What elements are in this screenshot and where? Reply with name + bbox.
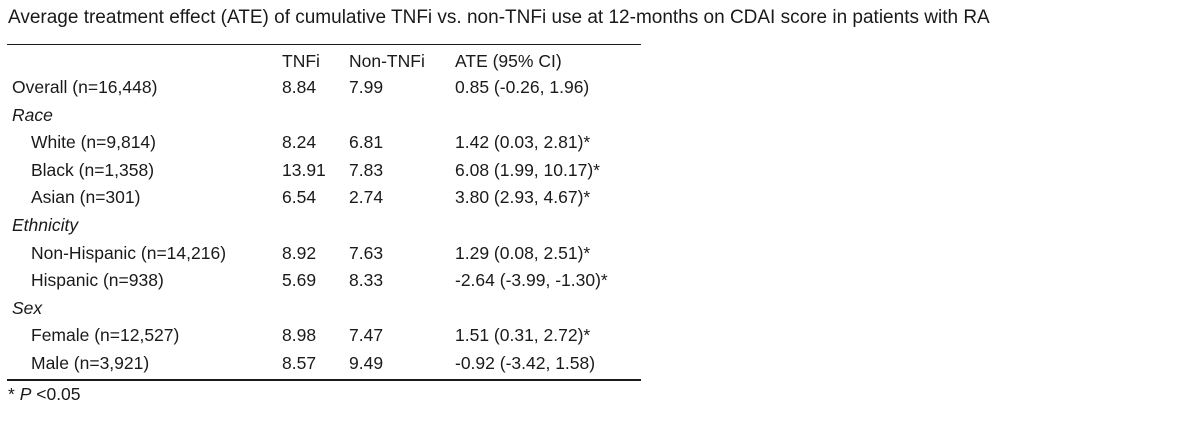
footnote-p: P xyxy=(19,384,32,404)
non-tnfi-value: 7.63 xyxy=(349,242,384,263)
tnfi-value: 5.69 xyxy=(282,270,317,291)
header-non-tnfi: Non-TNFi xyxy=(349,51,425,71)
ate-value: 0.85 (-0.26, 1.96) xyxy=(455,77,590,97)
top-rule xyxy=(7,44,641,45)
header-ate: ATE (95% CI) xyxy=(455,51,562,71)
ate-value: 3.80 (2.93, 4.67)* xyxy=(455,187,591,208)
section-label: Ethnicity xyxy=(12,214,79,235)
tnfi-value: 8.92 xyxy=(282,242,317,263)
row-label: Non-Hispanic (n=14,216) xyxy=(31,242,227,263)
row-label: Male (n=3,921) xyxy=(31,352,150,373)
footnote-threshold: <0.05 xyxy=(31,384,81,404)
table-title: Average treatment effect (ATE) of cumula… xyxy=(8,7,990,28)
tnfi-value: 8.84 xyxy=(282,77,317,97)
tnfi-value: 8.24 xyxy=(282,132,317,153)
row-label: White (n=9,814) xyxy=(31,132,156,153)
row-black: Black (n=1,358) 13.91 7.83 6.08 (1.99, 1… xyxy=(12,157,655,185)
header-label xyxy=(12,48,282,74)
row-white: White (n=9,814) 8.24 6.81 1.42 (0.03, 2.… xyxy=(12,129,655,157)
header-row: TNFi Non-TNFi ATE (95% CI) xyxy=(12,48,655,74)
non-tnfi-value: 6.81 xyxy=(349,132,384,153)
row-label: Hispanic (n=938) xyxy=(31,270,164,291)
section-label: Sex xyxy=(12,297,43,318)
tnfi-value: 8.57 xyxy=(282,352,317,373)
row-label: Black (n=1,358) xyxy=(31,159,155,180)
section-ethnicity: Ethnicity xyxy=(12,212,655,240)
ate-value: 1.42 (0.03, 2.81)* xyxy=(455,132,591,153)
row-label: Asian (n=301) xyxy=(31,187,141,208)
non-tnfi-value: 7.47 xyxy=(349,325,384,346)
tnfi-value: 8.98 xyxy=(282,325,317,346)
section-race: Race xyxy=(12,102,655,130)
ate-table: TNFi Non-TNFi ATE (95% CI) Overall (n=16… xyxy=(12,48,655,378)
row-hispanic: Hispanic (n=938) 5.69 8.33 -2.64 (-3.99,… xyxy=(12,267,655,295)
tnfi-value: 6.54 xyxy=(282,187,317,208)
non-tnfi-value: 2.74 xyxy=(349,187,384,208)
ate-value: 1.29 (0.08, 2.51)* xyxy=(455,242,591,263)
ate-value: 6.08 (1.99, 10.17)* xyxy=(455,159,600,180)
ate-value: -0.92 (-3.42, 1.58) xyxy=(455,352,596,373)
footnote-star: * xyxy=(8,384,20,404)
section-sex: Sex xyxy=(12,295,655,323)
row-label: Female (n=12,527) xyxy=(31,325,180,346)
row-male: Male (n=3,921) 8.57 9.49 -0.92 (-3.42, 1… xyxy=(12,350,655,378)
row-overall: Overall (n=16,448) 8.84 7.99 0.85 (-0.26… xyxy=(12,74,655,102)
non-tnfi-value: 8.33 xyxy=(349,270,384,291)
non-tnfi-value: 7.99 xyxy=(349,77,384,97)
ate-value: -2.64 (-3.99, -1.30)* xyxy=(455,270,608,291)
tnfi-value: 13.91 xyxy=(282,159,326,180)
footnote: * P <0.05 xyxy=(8,384,81,405)
header-tnfi: TNFi xyxy=(282,51,320,71)
bottom-rule xyxy=(7,379,641,381)
row-asian: Asian (n=301) 6.54 2.74 3.80 (2.93, 4.67… xyxy=(12,184,655,212)
section-label: Race xyxy=(12,104,53,125)
non-tnfi-value: 9.49 xyxy=(349,352,384,373)
ate-value: 1.51 (0.31, 2.72)* xyxy=(455,325,591,346)
row-non-hispanic: Non-Hispanic (n=14,216) 8.92 7.63 1.29 (… xyxy=(12,240,655,268)
row-label: Overall (n=16,448) xyxy=(12,77,158,97)
non-tnfi-value: 7.83 xyxy=(349,159,384,180)
row-female: Female (n=12,527) 8.98 7.47 1.51 (0.31, … xyxy=(12,322,655,350)
